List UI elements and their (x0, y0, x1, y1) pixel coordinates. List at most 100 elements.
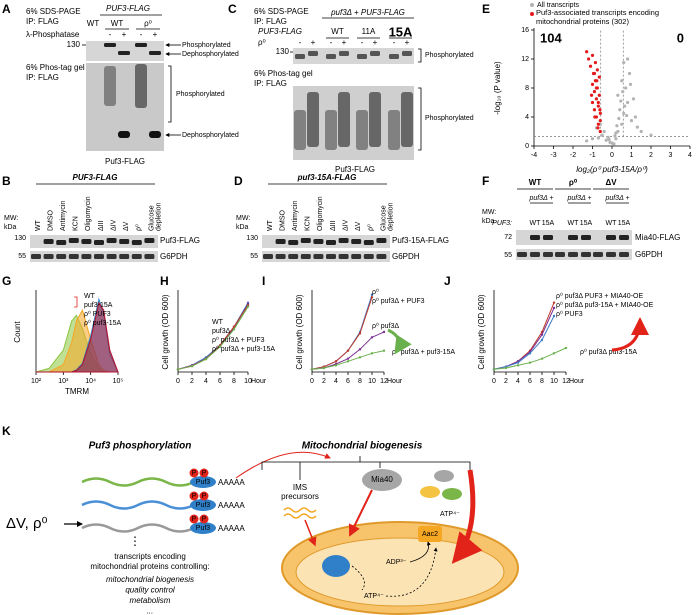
sign: - (140, 30, 143, 39)
point (541, 357, 543, 359)
x-tick-label: 0 (310, 378, 314, 385)
group-label: WT (331, 27, 344, 36)
band (31, 254, 41, 259)
lane-label: Glucose depletion (148, 202, 162, 231)
band (107, 238, 117, 243)
band (389, 54, 399, 59)
point (624, 86, 627, 89)
x-tick-label: 10 (550, 378, 558, 385)
x-axis-label: log₂(ρ⁰ puf3-15A/ρ⁰) (576, 165, 648, 174)
metabolite-label: ATP⁴⁻ (364, 593, 384, 600)
y-tick-label: 4 (525, 114, 529, 121)
x-tick-label: 2 (322, 378, 326, 385)
phospho-label: P (202, 516, 207, 523)
point (371, 336, 373, 338)
point (613, 134, 616, 137)
band (364, 254, 374, 259)
panel-label: H (160, 274, 169, 288)
line (312, 295, 372, 370)
legend-label: ρ⁰ puf3Δ puf3-15A (580, 348, 637, 356)
x-tick-label: 6 (528, 378, 532, 385)
x-tick-label: 3 (669, 152, 673, 159)
band-label: Phosphorylated (176, 91, 225, 98)
point (626, 101, 629, 104)
point (177, 368, 179, 370)
band (119, 239, 129, 244)
blot-label: G6PDH (635, 250, 663, 259)
point (598, 94, 601, 97)
y-axis-label: Cell growth (OD 600) (295, 294, 304, 369)
band-label: Phosphorylated (425, 52, 474, 59)
point (541, 333, 543, 335)
point (541, 339, 543, 341)
caption: transcripts encoding (114, 552, 186, 561)
x-tick-label: -2 (570, 152, 576, 159)
polya-label: AAAAA (218, 478, 245, 487)
point (595, 86, 598, 89)
bracket (168, 66, 171, 122)
point (614, 131, 617, 134)
band-label: Phosphorylated (182, 42, 231, 49)
x-tick-label: 4 (204, 378, 208, 385)
mw-heading: kDa (4, 224, 17, 231)
transcript (82, 525, 203, 532)
band (119, 254, 129, 259)
band (288, 254, 298, 259)
point (595, 79, 598, 82)
construct: PUF3-FLAG (106, 4, 150, 13)
band (288, 240, 298, 245)
point (596, 68, 599, 71)
mw-label: 55 (504, 252, 512, 259)
point (585, 50, 588, 53)
metabolite-label: ATP⁴⁻ (440, 511, 460, 518)
band (313, 239, 323, 244)
protein-label: Mia40 (371, 475, 393, 484)
protein (420, 486, 440, 498)
point (383, 349, 385, 351)
x-tick-label: 8 (232, 378, 236, 385)
x-tick-label: 10² (31, 378, 42, 385)
x-axis-label: TMRM (65, 387, 89, 396)
point (359, 332, 361, 334)
mw-label: 130 (67, 40, 81, 49)
legend-label: All transcripts (537, 2, 580, 9)
band (568, 235, 578, 240)
point (626, 57, 629, 60)
band (69, 254, 79, 259)
band (517, 252, 527, 257)
point (594, 61, 597, 64)
protein (442, 488, 462, 500)
band (357, 54, 367, 59)
construct: puf3-15A-FLAG (297, 173, 357, 182)
x-tick-label: 4 (334, 378, 338, 385)
point (205, 358, 207, 360)
lane-label: Glucose depletion (380, 202, 394, 231)
precursor (284, 508, 316, 512)
strain-label: WT (87, 19, 100, 28)
polya-label: AAAAA (218, 501, 245, 510)
legend-label: ρ⁰ puf3Δ + puf3-15A (212, 345, 275, 353)
x-tick-label: 2 (504, 378, 508, 385)
strain-label: WT (111, 19, 124, 28)
x-axis-label: Hour (251, 378, 267, 385)
band (326, 54, 336, 59)
point (565, 347, 567, 349)
bracket (262, 456, 470, 470)
point (591, 137, 594, 140)
legend-label: ρ⁰ puf3Δ + puf3-15A (392, 348, 455, 356)
phospho-label: P (192, 470, 197, 477)
point (615, 124, 618, 127)
x-tick-label: -3 (550, 152, 556, 159)
allele-label: WT (606, 220, 618, 227)
point (311, 368, 313, 370)
sign: + (311, 38, 316, 47)
legend-label: ρ⁰ puf3Δ + PUF3 (212, 336, 265, 344)
x-tick-label: 0 (492, 378, 496, 385)
point (591, 83, 594, 86)
point (614, 137, 617, 140)
allele-label: 15A (580, 220, 593, 227)
point (383, 331, 385, 333)
band (301, 238, 311, 243)
ip-label: IP: FLAG (26, 17, 59, 26)
group-label: PUF3-FLAG (258, 27, 302, 36)
